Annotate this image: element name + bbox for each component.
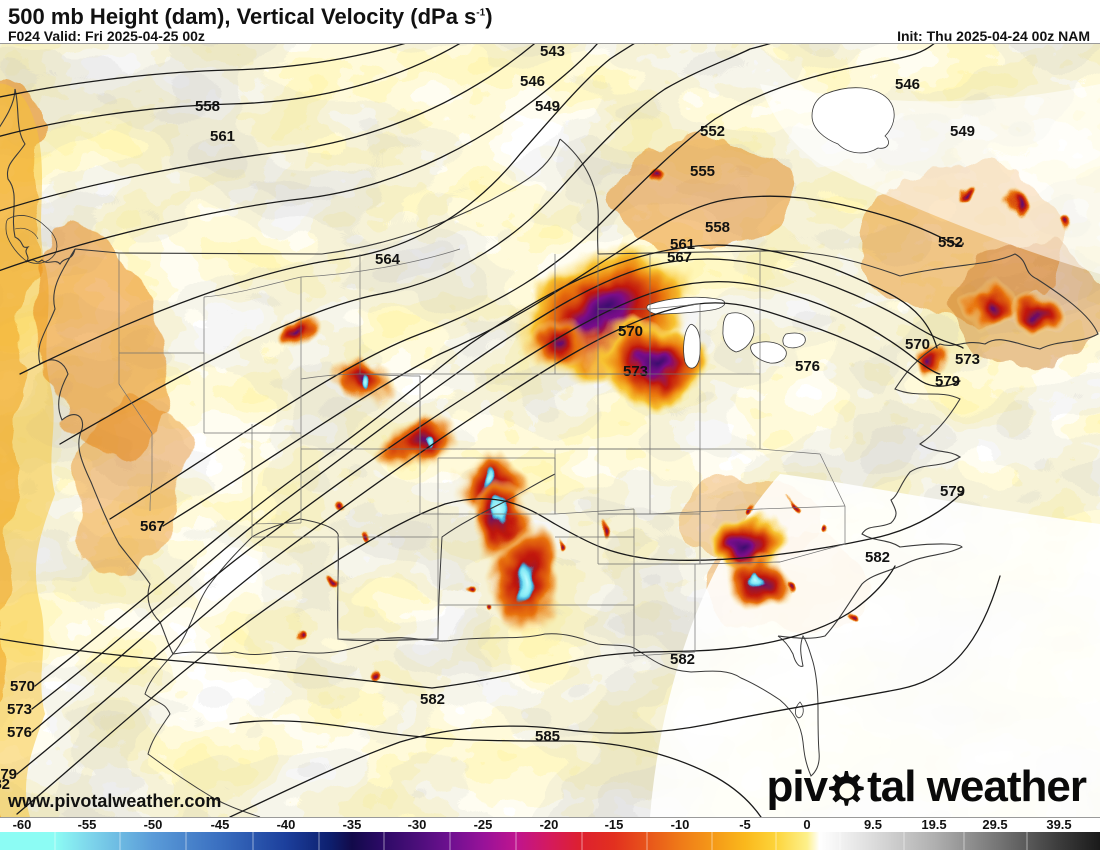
svg-text:570: 570 — [10, 678, 35, 695]
svg-text:570: 570 — [618, 323, 643, 340]
svg-text:-35: -35 — [343, 817, 362, 832]
svg-text:-5: -5 — [739, 817, 751, 832]
svg-text:573: 573 — [623, 363, 648, 380]
svg-text:0: 0 — [803, 817, 810, 832]
svg-text:543: 543 — [540, 44, 565, 60]
svg-text:-20: -20 — [540, 817, 559, 832]
svg-text:561: 561 — [210, 128, 235, 145]
svg-text:-40: -40 — [277, 817, 296, 832]
svg-text:19.5: 19.5 — [921, 817, 946, 832]
svg-text:582: 582 — [865, 549, 890, 566]
svg-text:576: 576 — [7, 724, 32, 741]
svg-text:573: 573 — [955, 351, 980, 368]
svg-text:29.5: 29.5 — [982, 817, 1007, 832]
svg-text:-10: -10 — [671, 817, 690, 832]
svg-text:-45: -45 — [211, 817, 230, 832]
svg-text:-60: -60 — [13, 817, 32, 832]
svg-text:579: 579 — [935, 373, 960, 390]
svg-text:546: 546 — [520, 73, 545, 90]
svg-text:-50: -50 — [144, 817, 163, 832]
svg-text:9.5: 9.5 — [864, 817, 882, 832]
svg-text:552: 552 — [700, 123, 725, 140]
svg-text:-15: -15 — [605, 817, 624, 832]
svg-text:546: 546 — [895, 76, 920, 93]
svg-text:585: 585 — [535, 728, 560, 745]
svg-text:549: 549 — [535, 98, 560, 115]
svg-text:576: 576 — [795, 358, 820, 375]
svg-text:579: 579 — [940, 483, 965, 500]
svg-text:570: 570 — [905, 336, 930, 353]
svg-text:555: 555 — [690, 163, 715, 180]
svg-text:558: 558 — [195, 98, 220, 115]
svg-text:582: 582 — [420, 691, 445, 708]
svg-text:-25: -25 — [474, 817, 493, 832]
svg-text:-55: -55 — [78, 817, 97, 832]
svg-text:573: 573 — [7, 701, 32, 718]
svg-text:558: 558 — [705, 219, 730, 236]
svg-text:39.5: 39.5 — [1046, 817, 1071, 832]
svg-text:564: 564 — [375, 251, 401, 268]
svg-text:567: 567 — [140, 518, 165, 535]
svg-text:549: 549 — [950, 123, 975, 140]
svg-text:552: 552 — [938, 234, 963, 251]
svg-text:-30: -30 — [408, 817, 427, 832]
